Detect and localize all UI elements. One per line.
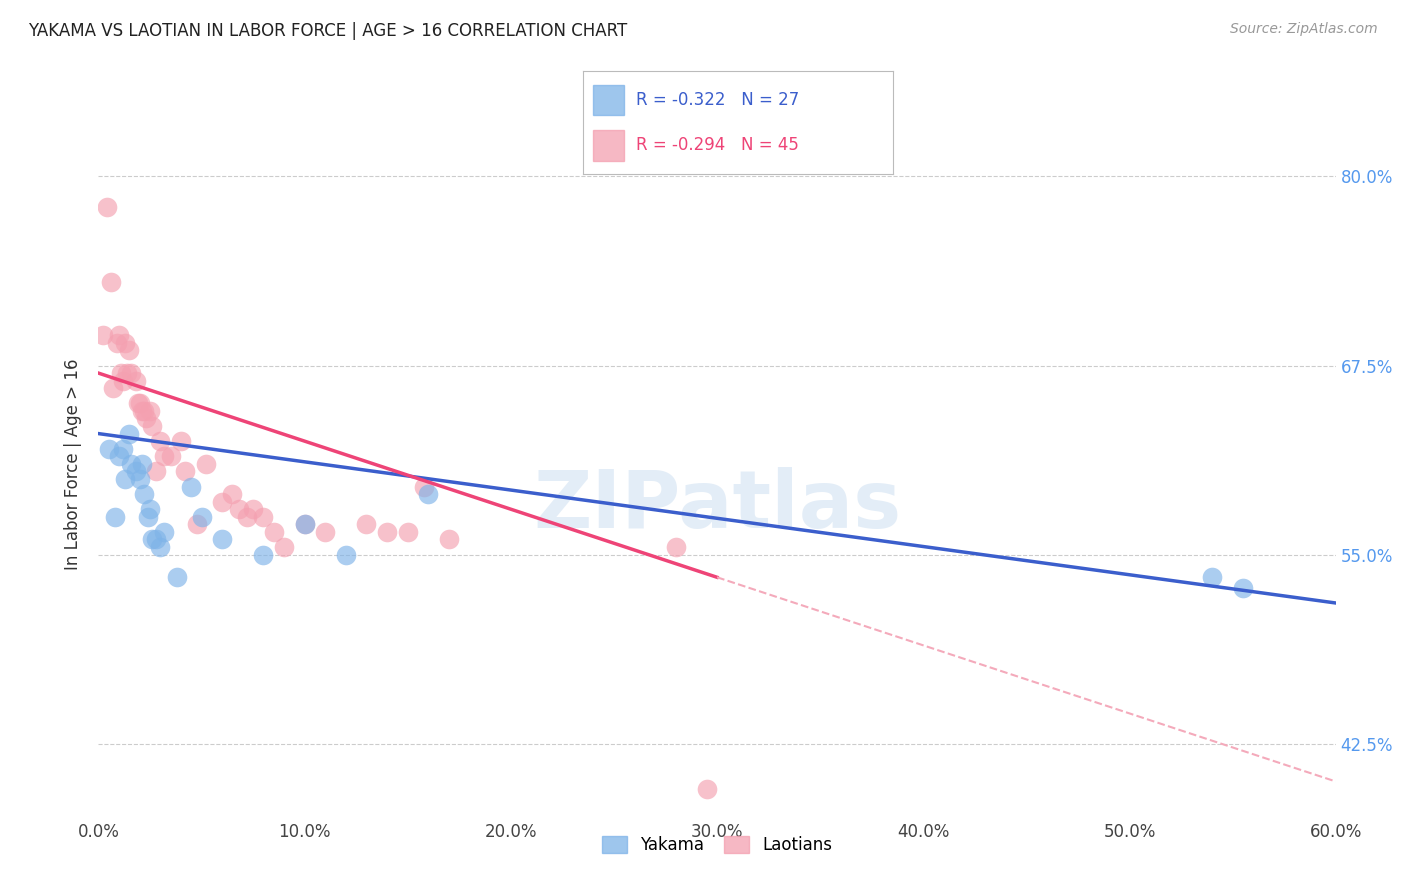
Point: [174, 464, 197, 478]
Y-axis label: In Labor Force | Age > 16: In Labor Force | Age > 16: [65, 358, 83, 570]
Point: [396, 524, 419, 539]
Point: [149, 540, 172, 554]
Point: [149, 434, 172, 449]
Point: [127, 396, 149, 410]
Point: [145, 464, 167, 478]
Point: [1232, 581, 1254, 595]
Point: [211, 494, 233, 508]
Point: [186, 517, 208, 532]
Point: [118, 426, 141, 441]
Point: [252, 548, 274, 562]
Point: [131, 457, 153, 471]
Point: [112, 442, 135, 456]
Point: [273, 540, 295, 554]
Point: [211, 533, 233, 547]
Point: [141, 419, 163, 434]
Point: [242, 502, 264, 516]
Point: [110, 366, 132, 380]
Point: [665, 540, 688, 554]
Point: [139, 502, 162, 516]
Bar: [593, 130, 624, 161]
Legend: Yakama, Laotians: Yakama, Laotians: [593, 828, 841, 863]
Point: [294, 517, 316, 532]
Point: [194, 457, 217, 471]
Point: [252, 509, 274, 524]
Text: R = -0.322   N = 27: R = -0.322 N = 27: [636, 91, 800, 109]
Point: [141, 533, 163, 547]
Point: [263, 524, 285, 539]
Point: [132, 487, 155, 501]
Point: [335, 548, 357, 562]
Point: [190, 509, 212, 524]
Point: [221, 487, 243, 501]
Point: [159, 450, 181, 464]
Point: [418, 487, 440, 501]
Point: [100, 276, 122, 290]
Point: [105, 335, 128, 350]
Point: [166, 570, 188, 584]
Point: [120, 366, 142, 380]
Point: [101, 381, 124, 395]
Point: [131, 404, 153, 418]
Point: [375, 524, 398, 539]
Point: [170, 434, 193, 449]
Point: [314, 524, 336, 539]
Text: YAKAMA VS LAOTIAN IN LABOR FORCE | AGE > 16 CORRELATION CHART: YAKAMA VS LAOTIAN IN LABOR FORCE | AGE >…: [28, 22, 627, 40]
Point: [228, 502, 250, 516]
Point: [97, 442, 120, 456]
Point: [114, 335, 136, 350]
Text: R = -0.294   N = 45: R = -0.294 N = 45: [636, 136, 799, 154]
Point: [135, 411, 157, 425]
Bar: [593, 85, 624, 115]
Point: [120, 457, 142, 471]
Point: [153, 524, 176, 539]
Point: [180, 479, 202, 493]
Point: [117, 366, 139, 380]
Point: [1201, 570, 1223, 584]
Point: [114, 472, 136, 486]
Point: [112, 374, 135, 388]
Point: [413, 479, 436, 493]
Point: [104, 509, 127, 524]
Point: [128, 472, 150, 486]
Point: [696, 782, 718, 797]
Point: [108, 328, 131, 343]
Point: [91, 328, 114, 343]
Point: [139, 404, 162, 418]
Point: [437, 533, 460, 547]
Point: [294, 517, 316, 532]
Point: [124, 374, 146, 388]
Point: [153, 450, 176, 464]
Text: ZIPatlas: ZIPatlas: [533, 467, 901, 545]
Point: [132, 404, 155, 418]
Text: Source: ZipAtlas.com: Source: ZipAtlas.com: [1230, 22, 1378, 37]
Point: [118, 343, 141, 358]
Point: [124, 464, 146, 478]
Point: [145, 533, 167, 547]
Point: [136, 509, 159, 524]
Point: [236, 509, 259, 524]
Point: [108, 450, 131, 464]
Point: [356, 517, 378, 532]
Point: [96, 200, 118, 214]
Point: [128, 396, 150, 410]
